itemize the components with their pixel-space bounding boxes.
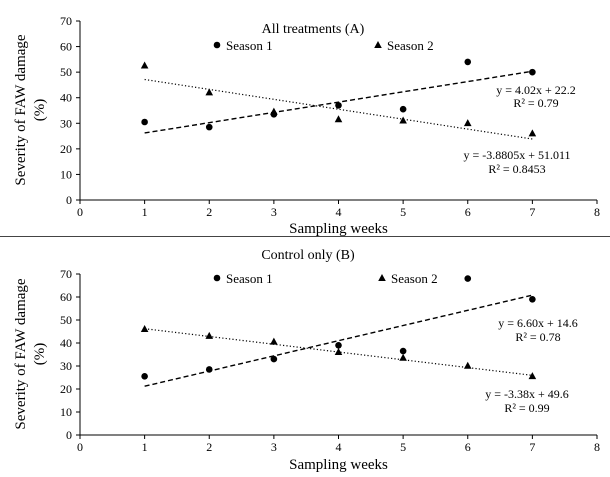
chart-a-y-tick-label: 30 (60, 116, 72, 130)
chart-a-x-tick-label: 4 (336, 205, 342, 219)
chart-b-x-axis-label: Sampling weeks (289, 457, 388, 472)
chart-b-title: Control only (B) (261, 248, 355, 263)
chart-b-y-tick-label: 60 (60, 290, 72, 304)
chart-a-x-tick-label: 6 (465, 205, 471, 219)
chart-b-y-axis-unit: (%) (32, 343, 48, 366)
chart-a-series-2-point (399, 116, 407, 124)
chart-a-title: All treatments (A) (262, 22, 365, 37)
chart-a-x-tick-label: 7 (529, 205, 535, 219)
chart-panel-b: 0 10 20 30 40 50 60 70 0 1 2 3 4 5 6 7 8 Sampling weeks Se… (0, 237, 610, 473)
chart-b-series-1-legend-label: Season 1 (226, 271, 273, 286)
chart-a-y-axis-unit: (%) (32, 99, 48, 122)
chart-a-series-1-equation: y = 4.02x + 22.2 (496, 83, 576, 97)
chart-a-series-2-point (270, 107, 278, 115)
chart-a-y-tick-label: 20 (60, 142, 72, 156)
panel-divider (0, 236, 610, 237)
chart-a-series-1-point (335, 102, 342, 109)
chart-a-x-tick-label: 1 (142, 205, 148, 219)
chart-a-series-1-point (529, 68, 536, 76)
chart-b-series-2-point (205, 331, 214, 339)
chart-b-series-1-point (464, 275, 472, 282)
chart-a-series-1-point (399, 105, 407, 113)
chart-a-y-tick-label: 0 (66, 193, 72, 207)
chart-a-series-2-point (463, 119, 472, 127)
chart-a-series-1-legend-label: Season 1 (226, 38, 273, 53)
chart-b-y-tick-label: 40 (60, 336, 72, 350)
chart-b-svg: 0 10 20 30 40 50 60 70 0 1 2 3 4 5 6 7 8 Sampling weeks Se… (13, 248, 600, 473)
chart-b-series-1-equation: y = 6.60x + 14.6 (498, 316, 578, 330)
chart-b-series-2-point (528, 372, 537, 380)
chart-a-series-2-r-squared: R² = 0.8453 (488, 162, 545, 176)
chart-a-svg: 0 10 20 30 40 50 60 70 0 1 2 3 4 5 6 7 8 Sampling weeks Se… (13, 14, 600, 237)
chart-a-x-axis-label: Sampling weeks (289, 221, 388, 236)
chart-b-x-tick-label: 2 (206, 440, 212, 454)
chart-b-y-axis-label: Severity of FAW damage (13, 278, 29, 429)
chart-a-x-tick-label: 3 (271, 205, 277, 219)
chart-b-x-tick-label: 3 (271, 440, 277, 454)
chart-b-x-tick-label: 1 (142, 440, 148, 454)
chart-b-y-tick-label: 20 (60, 382, 72, 396)
chart-a-series-2-point (205, 88, 214, 96)
chart-a-series-1-point (141, 118, 148, 126)
chart-panel-a: 0 10 20 30 40 50 60 70 0 1 2 3 4 5 6 7 8 Sampling weeks Se… (0, 0, 610, 237)
chart-b-x-tick-label: 5 (400, 440, 406, 454)
chart-b-series-1-point (205, 366, 213, 373)
chart-a-y-tick-label: 60 (60, 40, 72, 54)
chart-b-y-tick-label: 0 (66, 428, 72, 442)
chart-b-series-1-legend-marker (213, 274, 221, 282)
chart-b-series-1-r-squared: R² = 0.78 (515, 330, 560, 344)
chart-b-series-2-point (140, 325, 149, 332)
chart-b-series-1-point (270, 355, 278, 363)
chart-b-series-1-point (529, 296, 536, 303)
chart-a-series-1-legend-marker (213, 41, 221, 49)
chart-a-x-tick-label: 2 (206, 205, 212, 219)
chart-a-series-1-r-squared: R² = 0.79 (513, 96, 558, 110)
chart-b-series-2-r-squared: R² = 0.99 (504, 401, 549, 415)
chart-a-series-2-legend-marker (374, 41, 382, 48)
chart-a-series-2-point (528, 129, 537, 137)
chart-a-series-2-equation: y = -3.8805x + 51.011 (463, 148, 570, 162)
chart-a-y-tick-label: 10 (60, 167, 72, 181)
chart-a-series-1-point (205, 123, 213, 131)
chart-a-y-tick-label: 50 (60, 65, 72, 79)
chart-b-series-2-point (463, 361, 472, 369)
chart-a-x-tick-label: 5 (400, 205, 406, 219)
chart-b-series-1-point (335, 342, 342, 349)
chart-a-y-tick-label: 40 (60, 91, 72, 105)
chart-b-series-2-equation: y = -3.38x + 49.6 (485, 387, 569, 401)
chart-a-series-2-legend-label: Season 2 (387, 38, 434, 53)
chart-b-y-tick-label: 30 (60, 359, 72, 373)
chart-a-y-axis-label: Severity of FAW damage (13, 34, 29, 185)
chart-b-series-1-point (399, 347, 407, 355)
chart-b-y-tick-label: 10 (60, 405, 72, 419)
chart-b-series-2-point (334, 348, 343, 355)
chart-b-y-tick-label: 50 (60, 313, 72, 327)
chart-b-x-tick-label: 8 (594, 440, 600, 454)
chart-a-series-2-point (140, 61, 149, 69)
chart-b-series-2-point (399, 353, 407, 361)
chart-a-y-tick-label: 70 (60, 14, 72, 28)
chart-b-series-2-point (270, 337, 278, 345)
chart-b-y-tick-label: 70 (60, 267, 72, 281)
chart-a-series-2-point (334, 115, 343, 123)
chart-a-x-tick-label: 8 (594, 205, 600, 219)
chart-b-series-1-trendline (144, 294, 533, 387)
chart-b-x-tick-label: 4 (336, 440, 342, 454)
chart-b-series-2-legend-marker (378, 274, 386, 281)
chart-a-series-1-point (464, 58, 472, 66)
chart-b-x-tick-label: 7 (529, 440, 535, 454)
chart-b-series-1-point (141, 373, 148, 380)
chart-b-x-tick-label: 0 (77, 440, 83, 454)
chart-b-series-2-legend-label: Season 2 (391, 271, 438, 286)
chart-a-x-tick-label: 0 (77, 205, 83, 219)
chart-b-x-tick-label: 6 (465, 440, 471, 454)
chart-a-series-2-trendline (144, 78, 533, 140)
